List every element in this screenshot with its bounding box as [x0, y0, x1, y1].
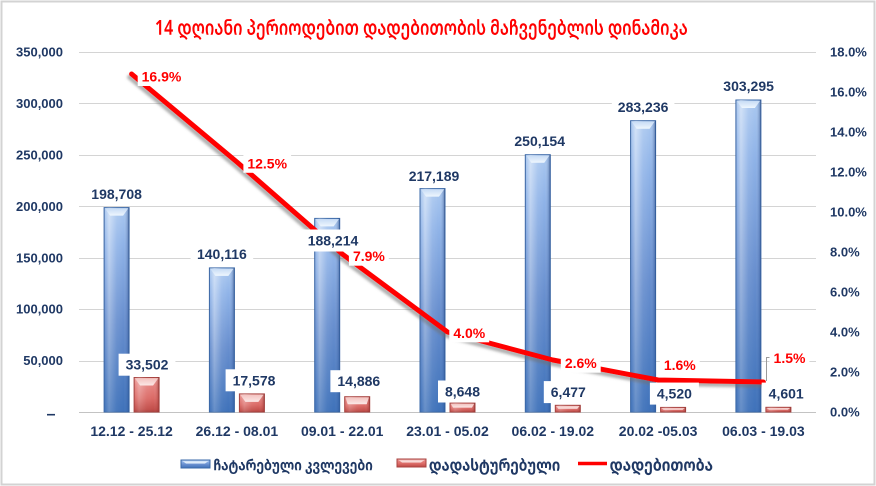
- svg-text:16.0%: 16.0%: [830, 85, 867, 100]
- svg-text:140,116: 140,116: [197, 246, 247, 262]
- svg-text:217,189: 217,189: [409, 168, 460, 184]
- svg-text:10.0%: 10.0%: [830, 205, 867, 220]
- svg-text:06.03 - 19.03: 06.03 - 19.03: [722, 423, 805, 439]
- svg-text:250,154: 250,154: [514, 133, 565, 149]
- svg-text:350,000: 350,000: [16, 45, 63, 60]
- svg-text:1.5%: 1.5%: [774, 350, 806, 366]
- svg-text:200,000: 200,000: [16, 199, 63, 214]
- svg-text:12.5%: 12.5%: [247, 155, 287, 171]
- svg-text:300,000: 300,000: [16, 96, 63, 111]
- svg-text:150,000: 150,000: [16, 250, 63, 265]
- svg-text:1.6%: 1.6%: [664, 357, 696, 373]
- svg-text:17,578: 17,578: [233, 372, 276, 388]
- svg-text:4.0%: 4.0%: [453, 325, 485, 341]
- svg-text:198,708: 198,708: [91, 186, 142, 202]
- svg-text:8,648: 8,648: [445, 384, 480, 400]
- svg-text:250,000: 250,000: [16, 148, 63, 163]
- svg-text:33,502: 33,502: [126, 357, 169, 373]
- svg-text:14.0%: 14.0%: [830, 125, 867, 140]
- svg-text:6.0%: 6.0%: [830, 285, 860, 300]
- svg-text:50,000: 50,000: [23, 353, 63, 368]
- svg-text:20.02 -05.03: 20.02 -05.03: [619, 423, 698, 439]
- svg-text:4.0%: 4.0%: [830, 325, 860, 340]
- svg-text:14,886: 14,886: [337, 373, 380, 389]
- svg-text:303,295: 303,295: [723, 78, 774, 94]
- svg-text:18.0%: 18.0%: [830, 45, 867, 60]
- svg-text:09.01 - 22.01: 09.01 - 22.01: [301, 423, 384, 439]
- svg-text:23.01 - 05.02: 23.01 - 05.02: [406, 423, 489, 439]
- svg-text:283,236: 283,236: [618, 99, 669, 115]
- svg-text:4,601: 4,601: [769, 386, 804, 402]
- svg-text:16.9%: 16.9%: [142, 69, 182, 85]
- svg-text:12.0%: 12.0%: [830, 165, 867, 180]
- svg-text:100,000: 100,000: [16, 302, 63, 317]
- svg-text:188,214: 188,214: [308, 233, 359, 249]
- svg-text:6,477: 6,477: [551, 384, 586, 400]
- svg-text:0.0%: 0.0%: [830, 405, 860, 420]
- svg-text:7.9%: 7.9%: [353, 248, 385, 264]
- svg-text:4,520: 4,520: [657, 386, 692, 402]
- svg-text:8.0%: 8.0%: [830, 245, 860, 260]
- svg-text:12.12 - 25.12: 12.12 - 25.12: [90, 423, 173, 439]
- svg-text:2.6%: 2.6%: [565, 355, 597, 371]
- svg-text:2.0%: 2.0%: [830, 365, 860, 380]
- svg-text:06.02 - 19.02: 06.02 - 19.02: [512, 423, 595, 439]
- svg-text:26.12 - 08.01: 26.12 - 08.01: [196, 423, 279, 439]
